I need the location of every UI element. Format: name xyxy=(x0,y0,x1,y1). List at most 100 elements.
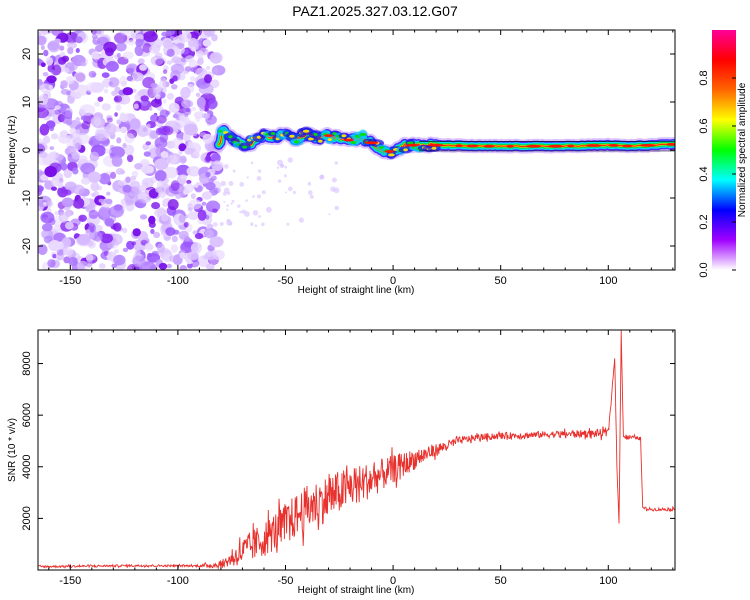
spectrogram-xtick-label: -150 xyxy=(59,275,81,287)
faint-point xyxy=(334,205,340,211)
noise-blob xyxy=(170,63,185,74)
faint-point xyxy=(266,206,272,213)
noise-blob xyxy=(101,103,111,111)
noise-blob xyxy=(147,253,153,258)
noise-blob xyxy=(40,211,55,224)
noise-blob xyxy=(149,45,160,54)
noise-blob xyxy=(74,233,80,239)
faint-point xyxy=(285,191,287,194)
faint-point xyxy=(252,195,255,198)
noise-blob xyxy=(51,64,62,76)
noise-blob xyxy=(120,126,128,134)
noise-blob xyxy=(51,176,60,187)
noise-blob xyxy=(39,123,50,136)
spectrogram-ytick-label: -10 xyxy=(21,190,33,206)
noise-blob xyxy=(187,251,199,261)
snr-ytick-label: 4000 xyxy=(21,455,33,479)
noise-blob xyxy=(189,76,196,82)
signal-peak xyxy=(585,144,602,147)
faint-point xyxy=(328,213,331,216)
faint-point xyxy=(287,157,293,163)
noise-blob xyxy=(98,173,111,185)
colorbar-bar xyxy=(712,30,736,270)
noise-blob xyxy=(94,129,110,142)
faint-point xyxy=(250,222,254,226)
faint-point xyxy=(244,211,250,217)
noise-blob xyxy=(50,69,54,74)
noise-blob xyxy=(136,124,152,137)
faint-point xyxy=(226,208,229,211)
noise-blob xyxy=(160,77,167,83)
noise-blob xyxy=(187,207,193,212)
colorbar-tick-label: 0.6 xyxy=(698,118,710,133)
snr-ylabel: SNR (10 * v/v) xyxy=(7,418,18,482)
faint-point xyxy=(228,221,233,226)
noise-blob xyxy=(49,151,60,160)
noise-blob xyxy=(74,132,90,145)
noise-blob xyxy=(85,260,93,268)
noise-blob xyxy=(88,209,99,219)
noise-blob xyxy=(211,34,218,42)
signal-peak xyxy=(525,144,542,148)
snr-xlabel: Height of straight line (km) xyxy=(298,585,415,596)
faint-point xyxy=(276,166,280,169)
noise-blob xyxy=(212,208,218,213)
faint-point xyxy=(334,161,338,165)
noise-blob xyxy=(209,236,224,248)
noise-blob xyxy=(150,228,155,234)
noise-blob xyxy=(79,104,96,116)
noise-blob xyxy=(211,153,221,163)
colorbar-tick-label: 0.2 xyxy=(698,214,710,229)
noise-blob xyxy=(46,75,57,84)
signal-core xyxy=(431,146,437,150)
noise-blob xyxy=(162,98,167,104)
noise-blob xyxy=(94,44,104,53)
noise-blob xyxy=(183,123,198,136)
faint-point xyxy=(220,180,227,187)
noise-blob xyxy=(132,255,146,267)
noise-blob xyxy=(205,263,215,270)
spectrogram-content xyxy=(38,30,675,270)
faint-point xyxy=(230,202,233,205)
noise-blob xyxy=(106,117,113,123)
noise-blob xyxy=(97,96,104,102)
faint-point xyxy=(219,222,224,226)
snr-xtick-label: -100 xyxy=(167,575,189,587)
noise-blob xyxy=(66,119,73,126)
noise-blob xyxy=(60,88,69,95)
noise-blob xyxy=(49,146,55,151)
noise-blob xyxy=(202,133,213,144)
noise-blob xyxy=(195,92,201,98)
noise-blob xyxy=(158,262,168,270)
noise-blob xyxy=(181,99,194,109)
noise-blob xyxy=(153,231,161,239)
noise-blob xyxy=(183,189,190,195)
noise-blob xyxy=(203,30,216,37)
noise-blob xyxy=(103,88,109,94)
noise-blob xyxy=(126,154,134,163)
noise-blob xyxy=(101,80,107,88)
faint-point xyxy=(331,177,337,183)
noise-blob xyxy=(60,188,66,194)
noise-blob xyxy=(178,143,187,152)
noise-blob xyxy=(58,177,64,184)
noise-blob xyxy=(120,199,126,205)
noise-blob xyxy=(111,90,118,97)
noise-blob xyxy=(38,107,49,119)
noise-blob xyxy=(197,209,207,221)
spectrogram-xlabel: Height of straight line (km) xyxy=(298,285,415,296)
noise-blob xyxy=(113,254,126,266)
colorbar: 0.0 0.2 0.4 0.6 0.8 Normalized spectral ampl… xyxy=(698,30,748,278)
noise-blob xyxy=(204,74,212,84)
noise-blob xyxy=(172,75,178,82)
noise-blob xyxy=(104,218,115,227)
noise-blob xyxy=(67,47,73,55)
signal-core xyxy=(341,134,347,138)
noise-blob xyxy=(160,151,169,159)
noise-blob xyxy=(98,206,111,218)
signal-peak xyxy=(567,144,575,148)
signal-peak xyxy=(506,144,515,148)
snr-axes: -150 -100 -50 0 50 100 2000 4000 6000 8000 xyxy=(21,330,675,587)
noise-blob xyxy=(139,64,148,71)
